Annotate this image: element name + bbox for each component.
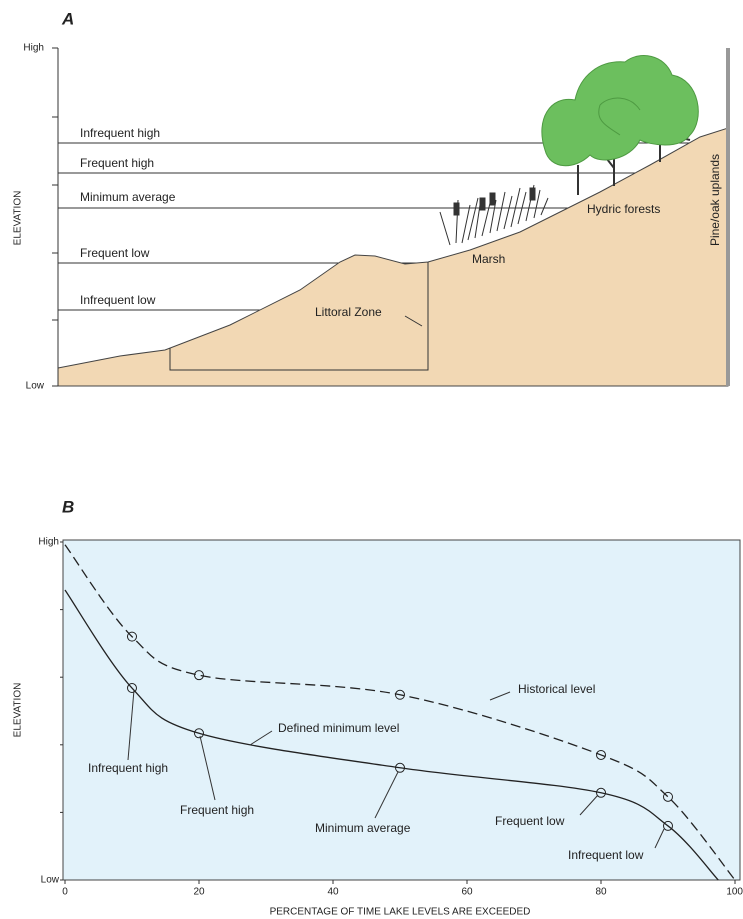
level-label: Infrequent low: [80, 293, 156, 307]
zone-label: Marsh: [472, 252, 505, 266]
page: A High Low ELEVATION Infrequent high Fre…: [0, 0, 743, 919]
figure: A High Low ELEVATION Infrequent high Fre…: [0, 0, 743, 919]
y-axis-label: ELEVATION: [13, 191, 24, 246]
level-label: Frequent high: [80, 156, 154, 170]
zone-label: Hydric forests: [587, 202, 660, 216]
y-tick-label: High: [38, 537, 59, 548]
x-tick-label: 80: [595, 887, 607, 898]
point-label: Frequent low: [495, 814, 565, 828]
series-label: Defined minimum level: [278, 721, 399, 735]
level-label: Minimum average: [80, 190, 176, 204]
chart-title: B: [62, 497, 74, 516]
x-tick-label: 0: [62, 887, 68, 898]
point-label: Infrequent high: [88, 761, 168, 775]
zone-label: Pine/oak uplands: [708, 154, 722, 246]
y-low-label: Low: [26, 381, 45, 392]
level-label: Frequent low: [80, 246, 150, 260]
y-high-label: High: [23, 43, 44, 54]
panel-b: B PERCENTAGE OF TIME LAKE LEVELS ARE EXC…: [13, 497, 743, 917]
y-ticks: [52, 48, 58, 386]
x-axis-label: PERCENTAGE OF TIME LAKE LEVELS ARE EXCEE…: [270, 907, 531, 918]
y-axis-label: ELEVATION: [13, 683, 24, 738]
point-label: Minimum average: [315, 821, 411, 835]
x-tick-label: 60: [461, 887, 473, 898]
point-label: Infrequent low: [568, 848, 644, 862]
panel-title: A: [61, 9, 74, 28]
y-tick-label: Low: [41, 875, 60, 886]
level-label: Infrequent high: [80, 126, 160, 140]
series-label: Historical level: [518, 682, 595, 696]
zone-label: Littoral Zone: [315, 305, 382, 319]
x-tick-label: 20: [193, 887, 205, 898]
x-tick-label: 40: [327, 887, 339, 898]
panel-a: A High Low ELEVATION Infrequent high Fre…: [13, 9, 730, 391]
terrain: [58, 128, 728, 386]
point-label: Frequent high: [180, 803, 254, 817]
upland-bar: [726, 48, 730, 386]
x-tick-label: 100: [726, 887, 743, 898]
